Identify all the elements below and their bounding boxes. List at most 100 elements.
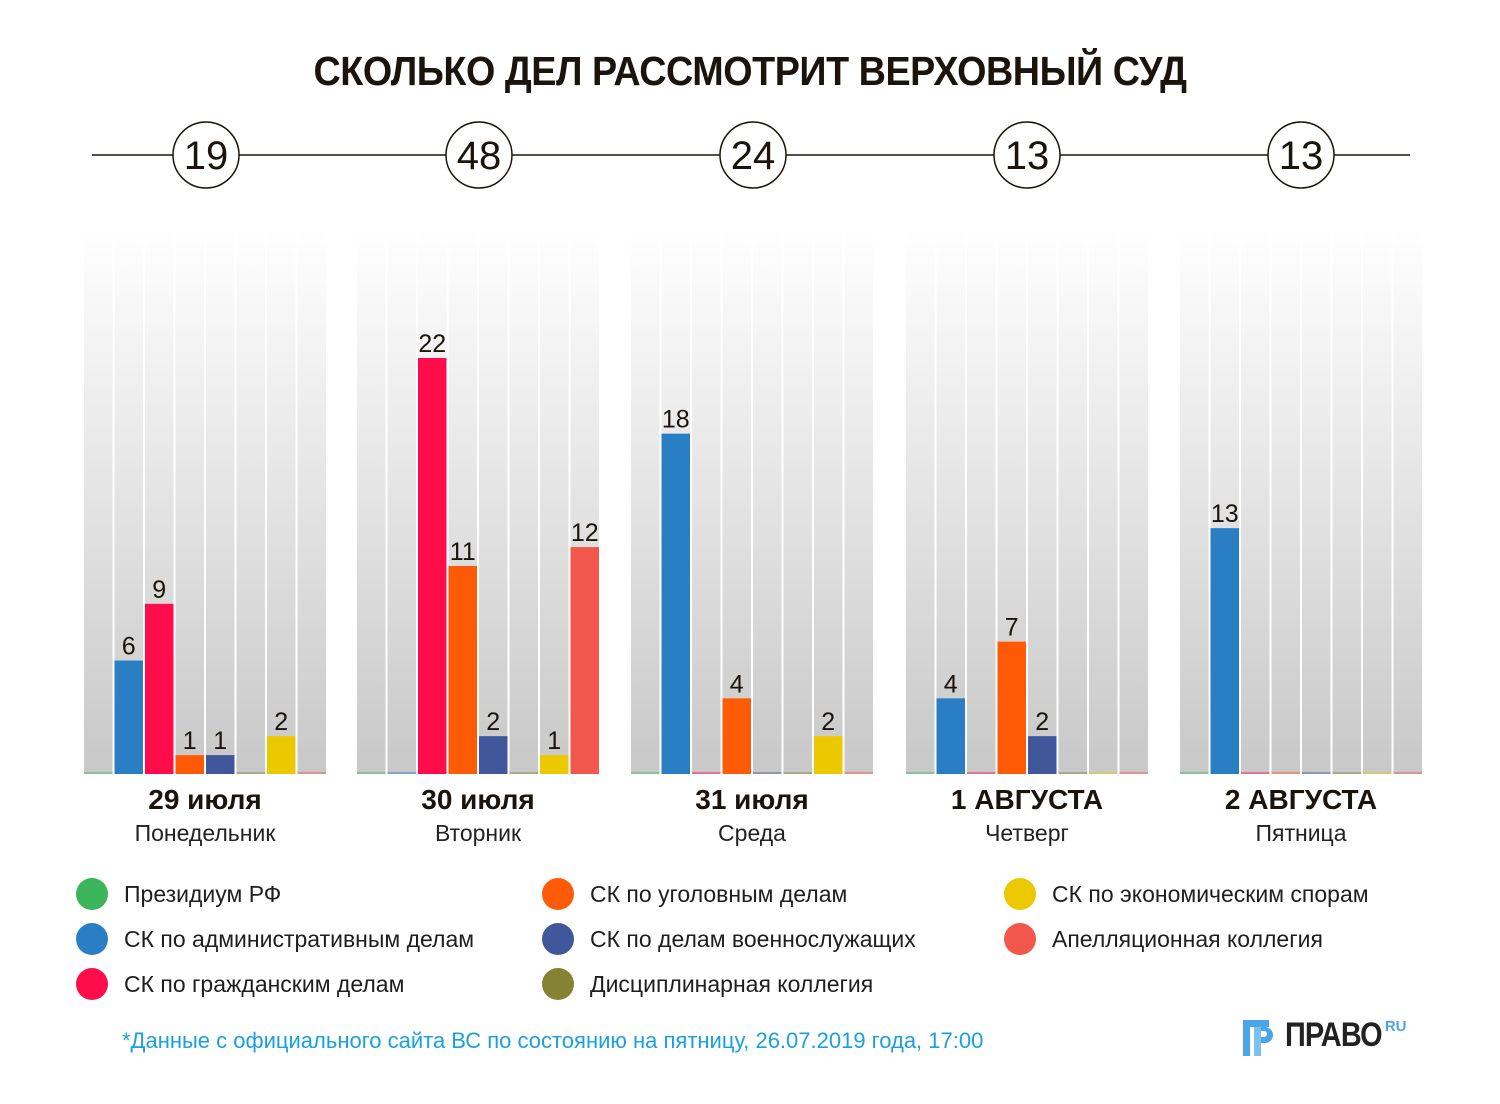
- bar: [661, 433, 690, 774]
- column-background: [1058, 228, 1087, 774]
- column-background: [236, 228, 265, 774]
- baseline-stripe: [1119, 772, 1148, 774]
- bar-value-label: 2: [274, 708, 288, 736]
- legend-label: СК по уголовным делам: [590, 880, 848, 907]
- column-background: [753, 228, 782, 774]
- legend-swatch-icon: [76, 968, 108, 1000]
- baseline-stripe: [1058, 772, 1087, 774]
- legend-swatch-icon: [1004, 878, 1036, 910]
- baseline-stripe: [1332, 772, 1361, 774]
- legend-label: СК по делам военнослужащих: [590, 925, 916, 952]
- baseline-stripe: [1302, 772, 1331, 774]
- day-total-badge: 48: [445, 121, 513, 189]
- bar: [1210, 528, 1239, 774]
- column-background: [1180, 228, 1209, 774]
- column-background: [387, 228, 416, 774]
- baseline-stripe: [509, 772, 538, 774]
- logo: ПРАВО RU: [1243, 1016, 1407, 1056]
- legend-swatch-icon: [76, 878, 108, 910]
- total-circle: [1267, 121, 1335, 189]
- legend-swatch-icon: [76, 923, 108, 955]
- column-background: [631, 228, 660, 774]
- weekday-label: Понедельник: [134, 820, 276, 846]
- column-background: [84, 228, 113, 774]
- bar-value-label: 6: [122, 633, 136, 661]
- column-background: [1089, 228, 1118, 774]
- column-background: [540, 228, 569, 774]
- chart-title: СКОЛЬКО ДЕЛ РАССМОТРИТ ВЕРХОВНЫЙ СУД: [313, 48, 1187, 94]
- weekday-label: Среда: [718, 820, 786, 846]
- bar: [448, 566, 477, 774]
- bar-value-label: 1: [213, 727, 227, 755]
- column-background: [1119, 228, 1148, 774]
- day-total-badge: 13: [993, 121, 1061, 189]
- legend-label: Президиум РФ: [124, 880, 282, 907]
- column-background: [206, 228, 235, 774]
- total-circle: [719, 121, 787, 189]
- column-background: [1363, 228, 1392, 774]
- day-date-label: 2 АВГУСТА: [1224, 784, 1378, 815]
- baseline-stripe: [1393, 772, 1422, 774]
- bar: [997, 641, 1026, 774]
- legend-label: СК по экономическим спорам: [1052, 880, 1369, 907]
- column-background: [1241, 228, 1270, 774]
- timeline: 19 48 24 13 13: [92, 121, 1410, 189]
- weekday-label: Четверг: [985, 820, 1069, 846]
- column-background: [692, 228, 721, 774]
- day-total-badge: 13: [1267, 121, 1335, 189]
- bar: [145, 603, 174, 774]
- column-background: [967, 228, 996, 774]
- bar: [814, 736, 843, 774]
- bar-value-label: 1: [183, 727, 197, 755]
- logo-text: ПРАВО: [1285, 1016, 1383, 1054]
- legend-item: Президиум РФ: [76, 878, 281, 910]
- bar: [267, 736, 296, 774]
- baseline-stripe: [84, 772, 113, 774]
- bar-value-label: 2: [1035, 708, 1049, 736]
- baseline-stripe: [236, 772, 265, 774]
- baseline-stripe: [387, 772, 416, 774]
- day-total-badge: 24: [719, 121, 787, 189]
- legend-item: СК по делам военнослужащих: [542, 923, 916, 955]
- column-background: [936, 228, 965, 774]
- day-total-label: 13: [1279, 134, 1324, 178]
- baseline-stripe: [967, 772, 996, 774]
- baseline-stripe: [1180, 772, 1209, 774]
- bar-value-label: 2: [821, 708, 835, 736]
- legend-item: Апелляционная коллегия: [1004, 923, 1323, 955]
- day-date-label: 1 АВГУСТА: [950, 784, 1104, 815]
- column-background: [357, 228, 386, 774]
- day-date-label: 29 июля: [148, 784, 262, 815]
- legend-swatch-icon: [542, 923, 574, 955]
- day-group: 13: [1180, 228, 1422, 774]
- column-background: [1332, 228, 1361, 774]
- baseline-stripe: [1363, 772, 1392, 774]
- day-total-label: 24: [731, 134, 776, 178]
- bar-value-label: 4: [730, 670, 744, 698]
- legend-swatch-icon: [542, 968, 574, 1000]
- bar: [479, 736, 508, 774]
- legend-item: СК по гражданским делам: [76, 968, 404, 1000]
- bar-value-label: 2: [486, 708, 500, 736]
- column-background: [479, 228, 508, 774]
- day-group: 4 7 2: [906, 228, 1148, 774]
- legend-label: Дисциплинарная коллегия: [590, 970, 874, 997]
- footnote: *Данные с официального сайта ВС по состо…: [122, 1028, 984, 1053]
- day-total-label: 48: [457, 134, 502, 178]
- day-date-label: 30 июля: [421, 784, 535, 815]
- day-group: 6 9 1 1 2: [84, 228, 326, 774]
- bar-value-label: 13: [1211, 500, 1239, 528]
- column-background: [1393, 228, 1422, 774]
- baseline-stripe: [844, 772, 873, 774]
- column-background: [1271, 228, 1300, 774]
- bar: [936, 698, 965, 774]
- bar-value-label: 7: [1005, 614, 1019, 642]
- day-total-badge: 19: [172, 121, 240, 189]
- logo-icon: [1243, 1020, 1273, 1056]
- baseline-stripe: [753, 772, 782, 774]
- baseline-stripe: [783, 772, 812, 774]
- column-background: [267, 228, 296, 774]
- logo-suffix: RU: [1384, 1018, 1407, 1035]
